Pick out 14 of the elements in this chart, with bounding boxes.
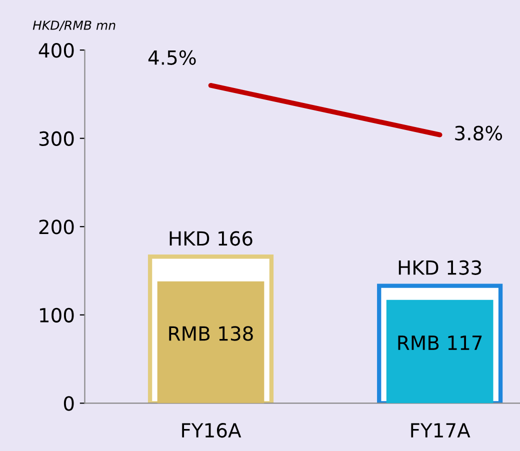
x-tick-label: FY17A <box>411 423 470 438</box>
data-label: 4.5% <box>148 50 196 65</box>
y-tick-label: 0 <box>64 396 74 411</box>
y-tick-label: 300 <box>39 131 74 146</box>
y-tick-label: 200 <box>39 220 74 234</box>
data-label: HKD 133 <box>398 260 482 275</box>
x-tick-label: FY16A <box>182 422 242 438</box>
y-tick-label: 400 <box>38 43 74 58</box>
data-label: RMB 138 <box>169 326 253 341</box>
data-label: HKD 166 <box>170 231 252 246</box>
data-label: RMB 117 <box>398 336 482 350</box>
y-axis-title: HKD/RMB mn <box>32 20 116 31</box>
y-tick-label: 100 <box>40 308 74 323</box>
data-label: 3.8% <box>455 126 502 140</box>
